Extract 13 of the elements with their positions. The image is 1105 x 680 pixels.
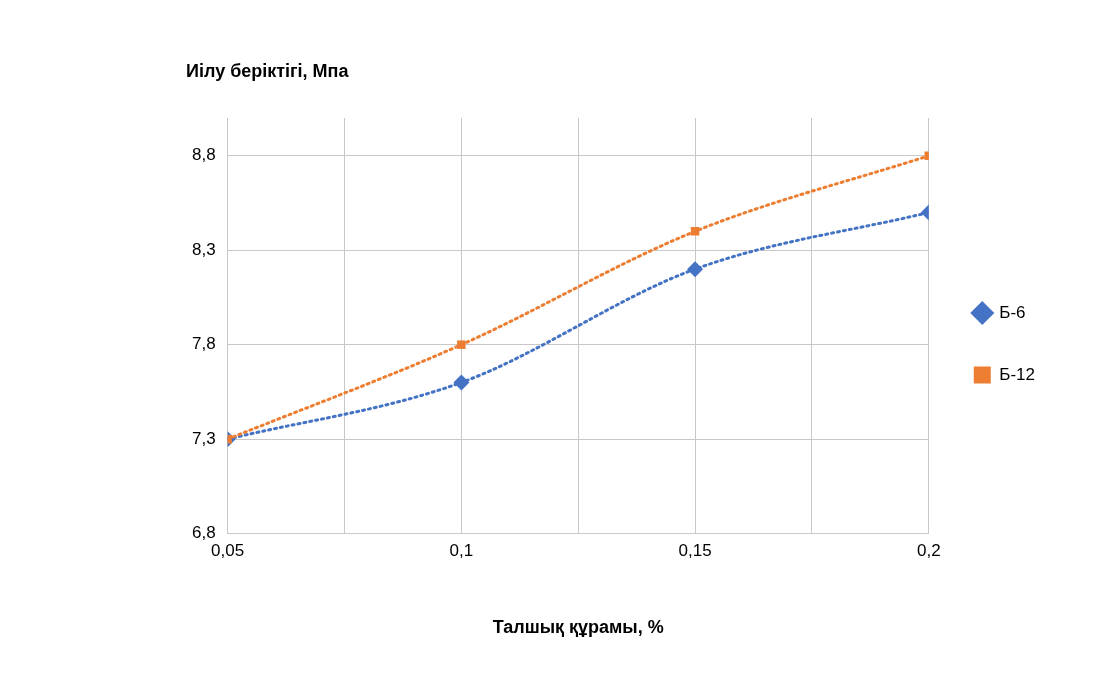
legend-label: Б-6 <box>999 302 1026 322</box>
y-tick-label: 7,8 <box>191 334 216 354</box>
y-tick-label: 8,8 <box>191 145 216 165</box>
x-tick-label: 0,05 <box>211 541 245 561</box>
x-tick-label: 0,2 <box>916 541 941 561</box>
y-tick-label: 8,3 <box>191 239 216 259</box>
x-tick-label: 0,1 <box>449 541 474 561</box>
legend-label: Б-12 <box>999 364 1036 384</box>
y-tick-label: 6,8 <box>191 523 216 543</box>
y-tick-label: 7,3 <box>191 428 216 448</box>
x-tick-label: 0,15 <box>678 541 712 561</box>
y-axis-title: Иілу беріктігі, Мпа <box>186 60 350 81</box>
x-axis-title: Талшық құрамы, % <box>492 616 664 637</box>
